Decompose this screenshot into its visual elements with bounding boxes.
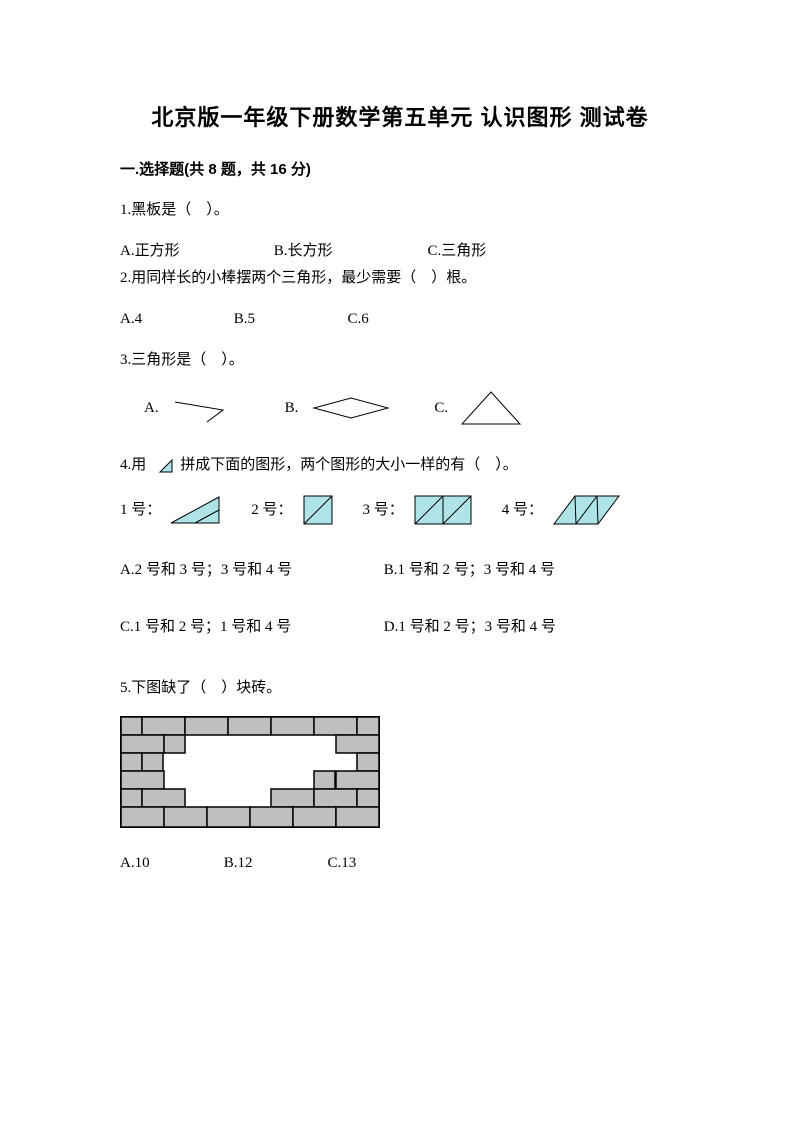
- question-5-options: A.10 B.12 C.13: [120, 850, 680, 877]
- question-4: 4.用 拼成下面的图形，两个图形的大小一样的有（ ）。: [120, 452, 680, 479]
- question-4-options-cd: C.1 号和 2 号；1 号和 4 号 D.1 号和 2 号；3 号和 4 号: [120, 614, 680, 641]
- brick-wall-figure: [120, 716, 680, 830]
- q5-opt-c: C.13: [328, 850, 357, 877]
- q5-opt-b: B.12: [224, 850, 324, 877]
- q4-label-2: 2 号：: [251, 497, 292, 524]
- q4-label-3: 3 号：: [363, 497, 404, 524]
- open-angle-icon: [167, 390, 247, 426]
- q2-opt-c: C.6: [348, 306, 369, 333]
- shape-4-icon: [551, 493, 623, 527]
- shape-3-icon: [412, 493, 476, 527]
- question-4-shapes: 1 号： 2 号： 3 号： 4 号：: [120, 493, 680, 527]
- triangle-icon: [456, 388, 526, 428]
- question-3-options: A. B. C.: [120, 388, 680, 428]
- page-title: 北京版一年级下册数学第五单元 认识图形 测试卷: [120, 100, 680, 132]
- q4-label-4: 4 号：: [502, 497, 543, 524]
- q2-opt-a: A.4: [120, 306, 230, 333]
- q3-opt-c-label: C.: [434, 395, 448, 422]
- rhombus-icon: [306, 390, 396, 426]
- question-2-options: A.4 B.5 C.6: [120, 306, 680, 333]
- small-triangle-icon: [156, 456, 178, 476]
- q3-opt-a-label: A.: [144, 395, 159, 422]
- q2-opt-b: B.5: [234, 306, 344, 333]
- q4-text-post: 拼成下面的图形，两个图形的大小一样的有（ ）。: [180, 452, 518, 479]
- q1-opt-b: B.长方形: [274, 238, 424, 265]
- q4-text-pre: 4.用: [120, 452, 146, 479]
- q4-label-1: 1 号：: [120, 497, 161, 524]
- question-4-options-ab: A.2 号和 3 号；3 号和 4 号 B.1 号和 2 号；3 号和 4 号: [120, 557, 680, 584]
- section-heading: 一.选择题(共 8 题，共 16 分): [120, 158, 680, 179]
- q4-opt-b: B.1 号和 2 号；3 号和 4 号: [384, 557, 555, 584]
- question-3: 3.三角形是（ ）。: [120, 347, 680, 374]
- question-1-options: A.正方形 B.长方形 C.三角形: [120, 238, 680, 265]
- shape-2-icon: [301, 493, 337, 527]
- q3-opt-b-label: B.: [285, 395, 299, 422]
- q4-opt-d: D.1 号和 2 号；3 号和 4 号: [384, 614, 556, 641]
- question-1: 1.黑板是（ ）。: [120, 197, 680, 224]
- q5-opt-a: A.10: [120, 850, 220, 877]
- question-5: 5.下图缺了（ ）块砖。: [120, 675, 680, 702]
- q1-opt-c: C.三角形: [428, 238, 487, 265]
- q4-opt-c: C.1 号和 2 号；1 号和 4 号: [120, 614, 380, 641]
- question-2: 2.用同样长的小棒摆两个三角形，最少需要（ ）根。: [120, 265, 680, 292]
- q4-opt-a: A.2 号和 3 号；3 号和 4 号: [120, 557, 380, 584]
- q1-opt-a: A.正方形: [120, 238, 270, 265]
- brick-wall-icon: [120, 716, 382, 830]
- shape-1-icon: [169, 493, 225, 527]
